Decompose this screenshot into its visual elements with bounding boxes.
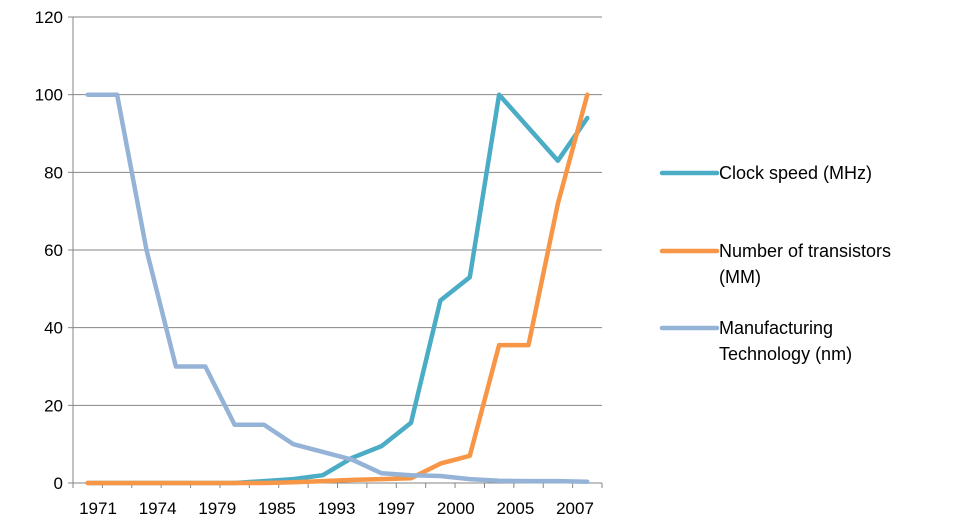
x-tick-label: 1985 xyxy=(258,499,296,518)
series-line-2 xyxy=(85,92,590,486)
legend: Clock speed (MHz) Number of transistors (M… xyxy=(659,163,891,364)
series-line-1 xyxy=(85,92,590,486)
legend-label: Clock speed (MHz) xyxy=(719,163,872,183)
y-tick-label: 20 xyxy=(44,396,63,415)
x-tick-label: 1993 xyxy=(318,499,356,518)
legend-label: Number of transistors (MM) xyxy=(719,241,891,287)
x-tick-label: 1974 xyxy=(139,499,177,518)
legend-label: Manufacturing Technology (nm) xyxy=(719,318,852,364)
x-tick-label: 2000 xyxy=(437,499,475,518)
x-tick-label: 2005 xyxy=(496,499,534,518)
y-tick-label: 80 xyxy=(44,163,63,182)
x-tick-label: 1971 xyxy=(79,499,117,518)
series-line-3 xyxy=(85,92,590,485)
x-axis-tick-labels: 1971 1974 1979 1985 1993 1997 2000 2005 2007 xyxy=(79,499,594,518)
y-tick-label: 40 xyxy=(44,319,63,338)
y-tick-label: 60 xyxy=(44,241,63,260)
y-tick-label: 120 xyxy=(35,8,63,27)
series-lines xyxy=(85,92,590,486)
x-tick-label: 1979 xyxy=(198,499,236,518)
x-tick-label: 2007 xyxy=(556,499,594,518)
y-tick-label: 100 xyxy=(35,86,63,105)
y-tick-label: 0 xyxy=(54,474,63,493)
x-tick-label: 1997 xyxy=(377,499,415,518)
y-axis-tick-labels: 0 20 40 60 80 100 120 xyxy=(35,8,63,493)
gridlines xyxy=(73,16,602,406)
